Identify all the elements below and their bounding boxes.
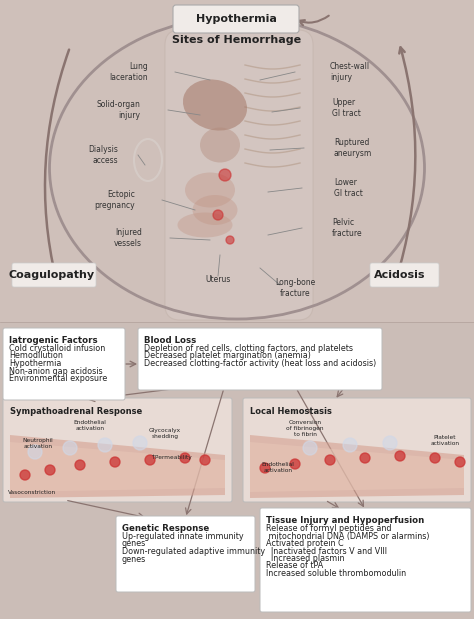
FancyBboxPatch shape	[138, 328, 382, 390]
Text: Release of formyl peptides and: Release of formyl peptides and	[266, 524, 392, 533]
Circle shape	[98, 438, 112, 452]
Ellipse shape	[185, 173, 235, 207]
Text: Iatrogenic Factors: Iatrogenic Factors	[9, 336, 98, 345]
Circle shape	[219, 169, 231, 181]
Circle shape	[63, 441, 77, 455]
Ellipse shape	[200, 128, 240, 163]
Circle shape	[133, 436, 147, 450]
Text: Genetic Response: Genetic Response	[122, 524, 209, 533]
Text: Lung
laceration: Lung laceration	[109, 63, 148, 82]
Ellipse shape	[192, 195, 237, 225]
Text: Decreased platelet margination (anemia): Decreased platelet margination (anemia)	[144, 352, 311, 360]
Text: Decreased clotting-factor activity (heat loss and acidosis): Decreased clotting-factor activity (heat…	[144, 359, 376, 368]
Text: Increased plasmin: Increased plasmin	[266, 554, 345, 563]
Circle shape	[290, 459, 300, 469]
FancyBboxPatch shape	[116, 516, 255, 592]
FancyBboxPatch shape	[165, 30, 313, 320]
Text: Dialysis
access: Dialysis access	[88, 145, 118, 165]
Text: genes: genes	[122, 555, 146, 563]
Text: Long-bone
fracture: Long-bone fracture	[275, 279, 315, 298]
Text: Local Hemostasis: Local Hemostasis	[250, 407, 332, 416]
Text: Vasoconstriction: Vasoconstriction	[8, 490, 56, 495]
Text: Chest-wall
injury: Chest-wall injury	[330, 63, 370, 82]
Text: Coagulopathy: Coagulopathy	[9, 270, 95, 280]
Ellipse shape	[183, 79, 247, 131]
Text: Uterus: Uterus	[205, 275, 231, 285]
Circle shape	[430, 453, 440, 463]
FancyBboxPatch shape	[173, 5, 299, 33]
Text: Acidosis: Acidosis	[374, 270, 426, 280]
Circle shape	[260, 463, 270, 473]
Text: Ruptured
aneurysm: Ruptured aneurysm	[334, 138, 372, 158]
Circle shape	[360, 453, 370, 463]
Text: Solid-organ
injury: Solid-organ injury	[96, 100, 140, 119]
Polygon shape	[250, 435, 464, 498]
Circle shape	[28, 445, 42, 459]
Circle shape	[213, 210, 223, 220]
Text: Environmental exposure: Environmental exposure	[9, 374, 107, 383]
Text: Down-regulated adaptive immunity: Down-regulated adaptive immunity	[122, 547, 265, 556]
Text: Tissue Injury and Hypoperfusion: Tissue Injury and Hypoperfusion	[266, 516, 424, 525]
Circle shape	[325, 455, 335, 465]
Circle shape	[226, 236, 234, 244]
Circle shape	[200, 455, 210, 465]
Text: Sites of Hemorrhage: Sites of Hemorrhage	[173, 35, 301, 45]
FancyBboxPatch shape	[243, 398, 471, 502]
FancyBboxPatch shape	[3, 328, 125, 400]
Text: Hypothermia: Hypothermia	[196, 14, 276, 24]
Text: Up-regulated innate immunity: Up-regulated innate immunity	[122, 532, 244, 541]
Text: Injured
vessels: Injured vessels	[114, 228, 142, 248]
Circle shape	[145, 455, 155, 465]
Circle shape	[45, 465, 55, 475]
Text: Activated protein C: Activated protein C	[266, 539, 344, 548]
FancyBboxPatch shape	[3, 398, 232, 502]
Text: Inactivated factors V and VIII: Inactivated factors V and VIII	[266, 547, 387, 555]
FancyBboxPatch shape	[260, 508, 471, 612]
Text: Glycocalyx
shedding: Glycocalyx shedding	[149, 428, 181, 439]
Text: genes: genes	[122, 540, 146, 548]
Polygon shape	[250, 442, 464, 492]
Text: Release of tPA: Release of tPA	[266, 561, 323, 571]
Text: Endothelial
activation: Endothelial activation	[262, 462, 294, 473]
Text: Increased soluble thrombomodulin: Increased soluble thrombomodulin	[266, 569, 406, 578]
Text: Neutrophil
activation: Neutrophil activation	[23, 438, 54, 449]
Text: ↑Permeability: ↑Permeability	[151, 455, 193, 461]
Text: Hemodilution: Hemodilution	[9, 352, 63, 360]
Circle shape	[75, 460, 85, 470]
Text: Endothelial
activation: Endothelial activation	[73, 420, 107, 431]
FancyBboxPatch shape	[12, 263, 96, 287]
Polygon shape	[10, 435, 225, 498]
Text: Hypothermia: Hypothermia	[9, 359, 61, 368]
Circle shape	[20, 470, 30, 480]
Text: Platelet
activation: Platelet activation	[430, 435, 459, 446]
Circle shape	[395, 451, 405, 461]
Text: Non-anion gap acidosis: Non-anion gap acidosis	[9, 366, 103, 376]
FancyBboxPatch shape	[370, 263, 439, 287]
Text: Cold crystalloid infusion: Cold crystalloid infusion	[9, 344, 105, 353]
Ellipse shape	[177, 212, 233, 238]
Polygon shape	[10, 442, 225, 492]
Text: Sympathoadrenal Response: Sympathoadrenal Response	[10, 407, 142, 416]
Text: Blood Loss: Blood Loss	[144, 336, 196, 345]
Text: Lower
GI tract: Lower GI tract	[334, 178, 363, 197]
Text: Pelvic
fracture: Pelvic fracture	[332, 219, 363, 238]
Circle shape	[455, 457, 465, 467]
Text: mitochondrial DNA (DAMPS or alarmins): mitochondrial DNA (DAMPS or alarmins)	[266, 532, 429, 540]
Circle shape	[383, 436, 397, 450]
Text: Depletion of red cells, clotting factors, and platelets: Depletion of red cells, clotting factors…	[144, 344, 353, 353]
FancyBboxPatch shape	[0, 322, 474, 619]
Circle shape	[303, 441, 317, 455]
Circle shape	[110, 457, 120, 467]
Circle shape	[180, 453, 190, 463]
Text: Conversion
of fibrinogen
to fibrin: Conversion of fibrinogen to fibrin	[286, 420, 324, 436]
Text: Upper
GI tract: Upper GI tract	[332, 98, 361, 118]
Text: Ectopic
pregnancy: Ectopic pregnancy	[94, 190, 135, 210]
Circle shape	[343, 438, 357, 452]
